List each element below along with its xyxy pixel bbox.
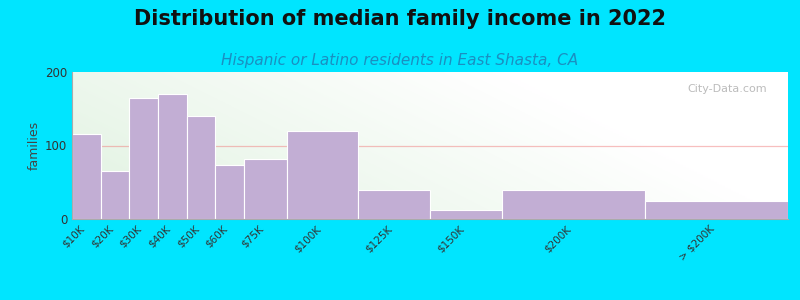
Y-axis label: families: families: [28, 121, 41, 170]
Bar: [286, 131, 358, 219]
Bar: [130, 98, 158, 219]
Bar: [502, 190, 645, 219]
Bar: [158, 94, 186, 219]
Text: Distribution of median family income in 2022: Distribution of median family income in …: [134, 9, 666, 29]
Bar: [215, 165, 244, 219]
Bar: [101, 171, 130, 219]
Bar: [186, 116, 215, 219]
Bar: [430, 210, 502, 219]
Bar: [645, 201, 788, 219]
Text: City-Data.com: City-Data.com: [687, 84, 766, 94]
Bar: [72, 134, 101, 219]
Bar: [244, 159, 287, 219]
Text: Hispanic or Latino residents in East Shasta, CA: Hispanic or Latino residents in East Sha…: [222, 52, 578, 68]
Bar: [358, 190, 430, 219]
